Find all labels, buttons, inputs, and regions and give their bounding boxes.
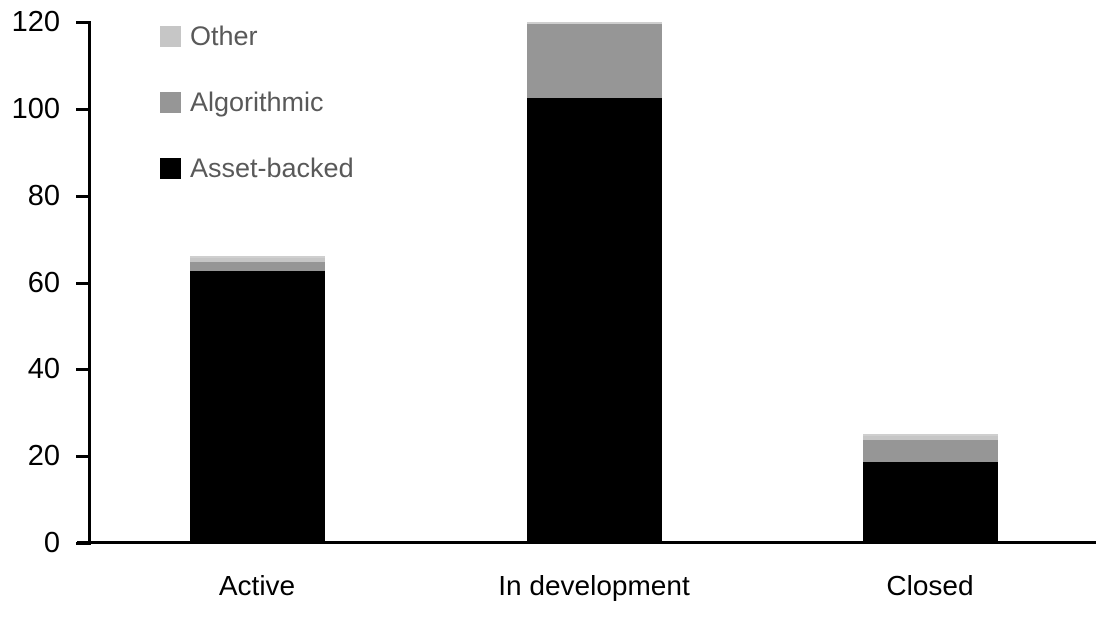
legend-item-algorithmic: Algorithmic (160, 86, 324, 117)
y-tick-mark (76, 194, 89, 198)
y-tick-mark (76, 455, 89, 459)
bar-top-highlight (190, 256, 325, 258)
y-tick-mark (76, 368, 89, 372)
x-axis-label-active: Active (218, 570, 296, 601)
y-tick-mark (76, 281, 89, 285)
legend-item-other: Other (160, 20, 258, 51)
y-tick-label: 0 (43, 527, 60, 559)
y-tick-label: 40 (27, 353, 60, 386)
legend-label-other: Other (190, 20, 258, 51)
y-tick-label: 80 (27, 179, 60, 212)
legend-swatch-asset-backed (160, 157, 181, 179)
legend-label-algorithmic: Algorithmic (190, 86, 324, 117)
y-tick-label: 100 (11, 92, 60, 125)
bar-segment-other (190, 258, 325, 263)
y-tick-mark (76, 107, 89, 111)
legend-swatch-algorithmic (160, 91, 181, 113)
bar-top-highlight (863, 434, 998, 436)
x-axis-label-in-development: In development (498, 570, 690, 601)
legend-item-asset-backed: Asset-backed (160, 152, 354, 183)
y-tick-mark (76, 542, 89, 545)
bar-segment-algorithmic (527, 24, 662, 98)
bar-closed (863, 434, 998, 543)
y-axis-line (88, 21, 91, 545)
bar-segment-asset-backed (527, 97, 662, 543)
legend-label-asset-backed: Asset-backed (190, 152, 354, 183)
bar-in-development (527, 22, 662, 543)
bar-segment-algorithmic (190, 262, 325, 271)
y-tick-mark (76, 21, 89, 24)
bar-segment-algorithmic (863, 440, 998, 462)
bar-segment-other (863, 436, 998, 441)
legend-swatch-other (160, 25, 181, 47)
y-tick-label: 60 (27, 266, 60, 299)
bar-segment-asset-backed (863, 461, 998, 543)
y-tick-label: 20 (27, 440, 60, 473)
bar-top-highlight (527, 22, 662, 24)
y-tick-label: 120 (11, 6, 60, 38)
bar-segment-asset-backed (190, 270, 325, 543)
x-axis-label-closed: Closed (886, 570, 974, 601)
bar-active (190, 256, 325, 543)
